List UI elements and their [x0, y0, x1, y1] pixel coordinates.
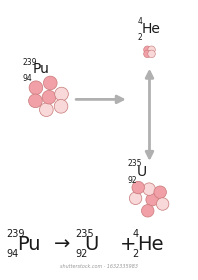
- Text: 239: 239: [6, 229, 24, 239]
- Text: 2: 2: [138, 33, 142, 42]
- Text: 92: 92: [75, 249, 88, 259]
- Ellipse shape: [144, 50, 151, 58]
- Ellipse shape: [132, 181, 145, 194]
- Text: 235: 235: [75, 229, 94, 239]
- Ellipse shape: [43, 76, 57, 90]
- Text: 235: 235: [128, 159, 142, 168]
- Text: U: U: [137, 165, 147, 179]
- Ellipse shape: [40, 103, 53, 116]
- Ellipse shape: [42, 90, 56, 104]
- Ellipse shape: [148, 50, 155, 58]
- Ellipse shape: [29, 94, 42, 108]
- Text: →: →: [53, 235, 70, 254]
- Ellipse shape: [148, 46, 155, 53]
- Ellipse shape: [156, 198, 169, 210]
- Text: 94: 94: [6, 249, 18, 259]
- Ellipse shape: [146, 193, 158, 206]
- Text: 4: 4: [133, 229, 139, 239]
- Text: 94: 94: [23, 74, 32, 83]
- Ellipse shape: [154, 186, 166, 199]
- Ellipse shape: [142, 205, 154, 217]
- Text: shutterstock.com · 1632335983: shutterstock.com · 1632335983: [60, 264, 138, 269]
- Ellipse shape: [29, 81, 43, 95]
- Text: 4: 4: [138, 17, 143, 26]
- Ellipse shape: [144, 46, 151, 53]
- Text: 239: 239: [23, 58, 37, 67]
- Text: U: U: [85, 235, 99, 254]
- Ellipse shape: [143, 183, 155, 195]
- Ellipse shape: [55, 87, 68, 101]
- Text: Pu: Pu: [17, 235, 40, 254]
- Text: +: +: [120, 235, 136, 254]
- Text: He: He: [137, 235, 164, 254]
- Ellipse shape: [54, 99, 68, 113]
- Ellipse shape: [129, 192, 142, 205]
- Text: 92: 92: [128, 176, 137, 185]
- Text: He: He: [141, 22, 160, 36]
- Text: 2: 2: [133, 249, 139, 259]
- Text: Pu: Pu: [32, 62, 49, 76]
